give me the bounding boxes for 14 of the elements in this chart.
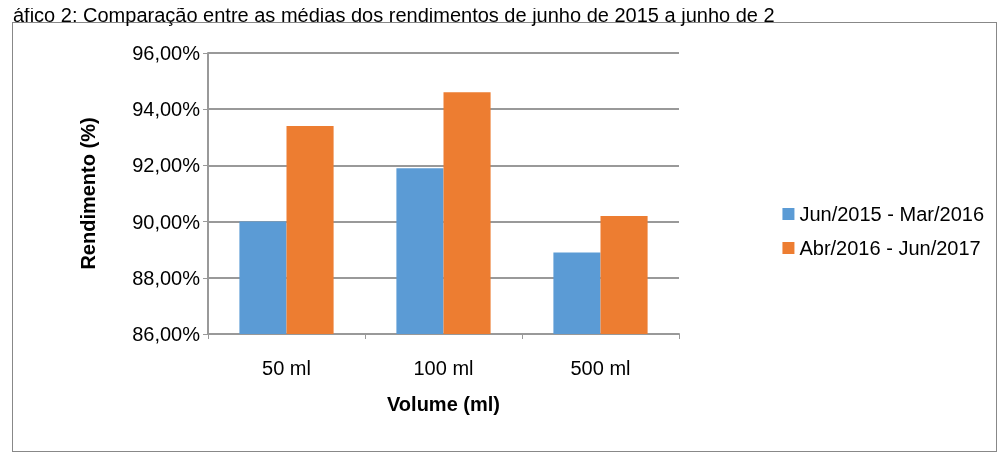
y-tick-label: 96,00% <box>132 42 201 64</box>
y-tick-label: 88,00% <box>132 266 201 289</box>
y-axis-title: Rendimento (%) <box>77 117 99 270</box>
x-tick-label: 500 ml <box>570 357 631 379</box>
x-tick-label: 50 ml <box>262 357 311 379</box>
chart-title: áfico 2: Comparação entre as médias dos rendimentos de junho de 2015 a junho de 2 <box>13 4 775 26</box>
legend-label: Jun/2015 - Mar/2016 <box>799 203 984 225</box>
x-tick-label: 100 ml <box>413 357 474 379</box>
x-axis-title: Volume (ml) <box>387 393 500 415</box>
y-tick-label: 90,00% <box>132 210 201 233</box>
y-tick-label: 86,00% <box>132 323 201 345</box>
legend-label: Abr/2016 - Jun/2017 <box>799 237 981 259</box>
y-tick-label: 92,00% <box>132 154 201 177</box>
y-tick-label: 94,00% <box>132 98 201 121</box>
